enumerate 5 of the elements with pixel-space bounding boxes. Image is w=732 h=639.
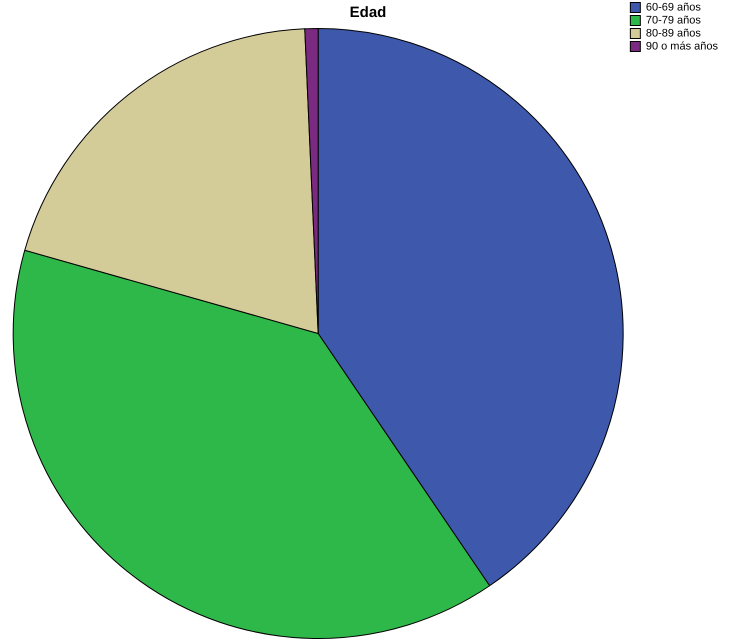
legend-label: 90 o más años — [646, 40, 718, 53]
legend-label: 80-89 años — [646, 28, 702, 40]
legend-label: 60-69 años — [646, 2, 702, 14]
legend-label: 70-79 años — [646, 14, 702, 27]
chart-title: Edad — [350, 4, 386, 22]
